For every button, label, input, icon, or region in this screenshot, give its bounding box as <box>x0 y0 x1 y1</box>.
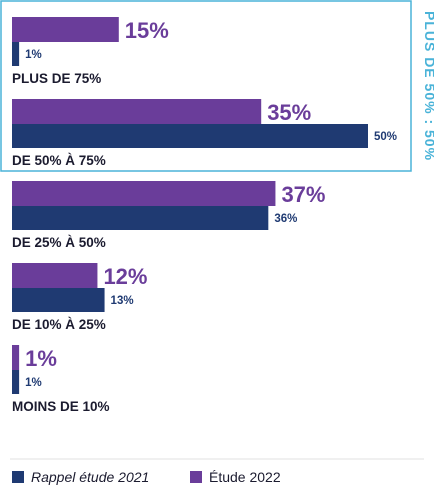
value-label-2021-de-50pct-a-75pct: 50% <box>374 131 397 143</box>
value-label-2022-moins-de-10pct: 1% <box>25 346 57 371</box>
value-label-2022-de-10pct-a-25pct: 12% <box>103 264 147 289</box>
value-label-2021-de-10pct-a-25pct: 13% <box>111 295 134 307</box>
bar-2021-plus-de-75pct <box>12 42 20 66</box>
category-label-moins-de-10pct: MOINS DE 10% <box>12 399 110 414</box>
legend-item-etude-2022: Étude 2022 <box>190 469 281 485</box>
value-label-2021-de-25pct-a-50pct: 36% <box>274 213 297 225</box>
category-label-plus-de-75pct: PLUS DE 75% <box>12 71 101 86</box>
category-group-plus-de-75pct: 15% 1% PLUS DE 75% <box>12 17 169 86</box>
bar-2022-de-50pct-a-75pct <box>12 99 262 124</box>
highlight-group: PLUS DE 50% : 50% <box>0 0 434 172</box>
category-label-de-10pct-a-25pct: DE 10% À 25% <box>12 317 106 332</box>
bar-2021-moins-de-10pct <box>12 370 20 394</box>
value-label-2021-moins-de-10pct: 1% <box>25 377 42 389</box>
legend-item-rappel-etude-2021: Rappel étude 2021 <box>12 469 149 485</box>
category-group-moins-de-10pct: 1% 1% MOINS DE 10% <box>12 345 110 414</box>
value-label-2021-plus-de-75pct: 1% <box>25 49 42 61</box>
legend-label-etude-2022: Étude 2022 <box>209 469 281 485</box>
category-group-de-25pct-a-50pct: 37% 36% DE 25% À 50% <box>12 181 325 250</box>
bar-2021-de-25pct-a-50pct <box>12 206 269 230</box>
legend: Rappel étude 2021 Étude 2022 <box>10 458 424 485</box>
bar-2022-de-25pct-a-50pct <box>12 181 276 206</box>
bar-2022-plus-de-75pct <box>12 17 119 42</box>
legend-swatch-etude-2022 <box>190 471 202 483</box>
highlight-label: PLUS DE 50% : 50% <box>422 11 434 161</box>
category-group-de-10pct-a-25pct: 12% 13% DE 10% À 25% <box>12 263 147 332</box>
bar-2021-de-50pct-a-75pct <box>12 124 368 148</box>
bar-2022-de-10pct-a-25pct <box>12 263 98 288</box>
legend-swatch-rappel-etude-2021 <box>12 471 24 483</box>
value-label-2022-de-25pct-a-50pct: 37% <box>281 182 325 207</box>
value-label-2022-de-50pct-a-75pct: 35% <box>267 100 311 125</box>
bar-2021-de-10pct-a-25pct <box>12 288 105 312</box>
value-label-2022-plus-de-75pct: 15% <box>125 18 169 43</box>
category-label-de-50pct-a-75pct: DE 50% À 75% <box>12 153 106 168</box>
highlight-box <box>0 0 412 172</box>
bar-2022-moins-de-10pct <box>12 345 20 370</box>
category-label-de-25pct-a-50pct: DE 25% À 50% <box>12 235 106 250</box>
bars-group: 15% 1% PLUS DE 75% 35% 50% DE 50% À 75% 37% 36%… <box>12 17 397 414</box>
category-group-de-50pct-a-75pct: 35% 50% DE 50% À 75% <box>12 99 397 168</box>
legend-label-rappel-etude-2021: Rappel étude 2021 <box>31 469 149 485</box>
